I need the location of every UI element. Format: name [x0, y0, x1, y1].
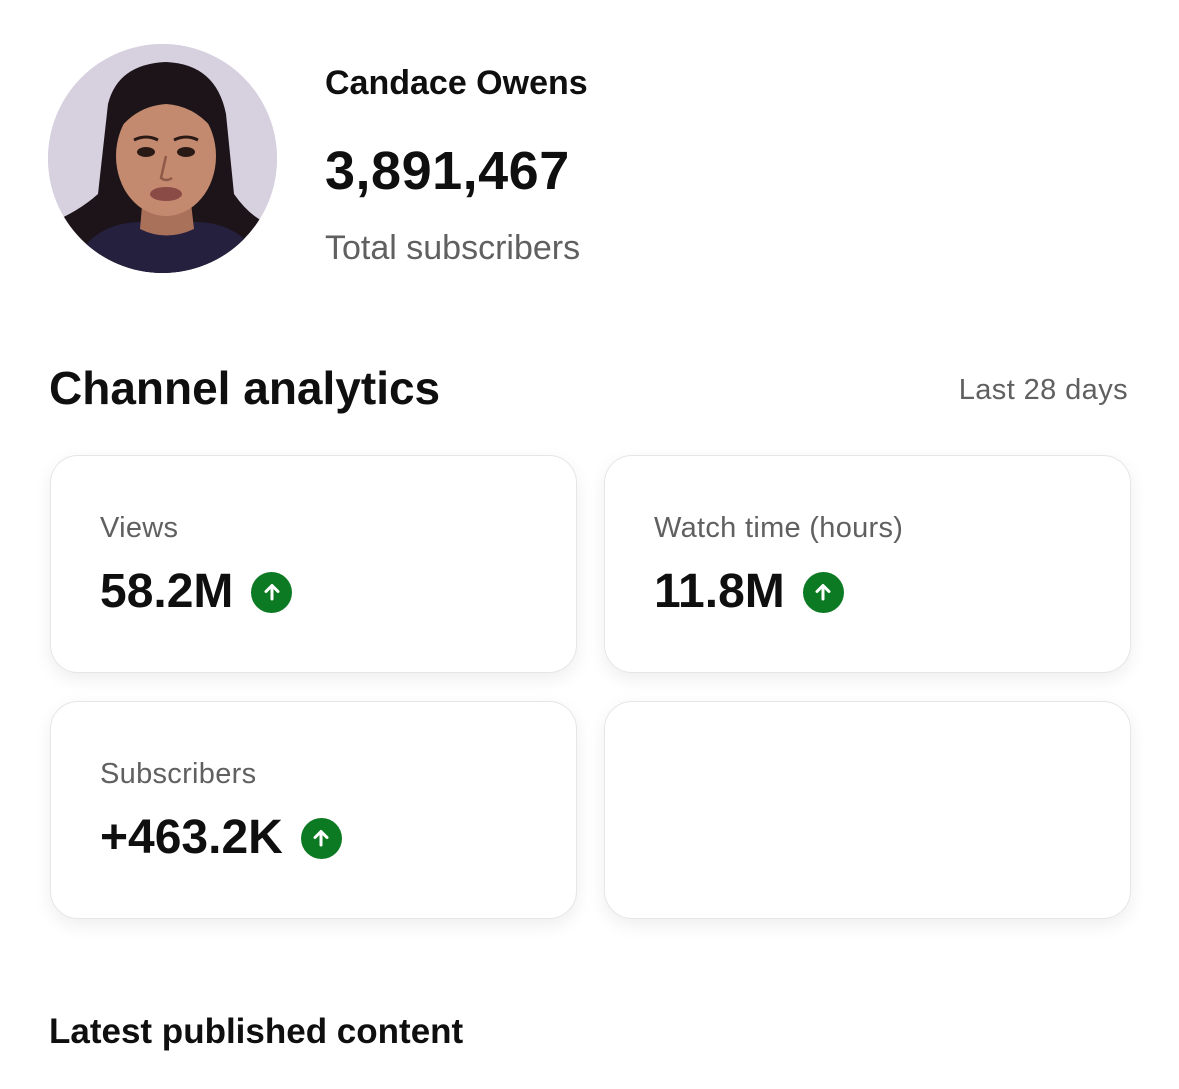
total-subscribers-label: Total subscribers — [325, 229, 581, 267]
card-value-row: +463.2K — [100, 814, 342, 862]
channel-avatar[interactable] — [48, 44, 277, 273]
watch-time-value: 11.8M — [654, 565, 785, 618]
card-label: Views — [100, 512, 179, 544]
trend-up-icon — [802, 571, 844, 613]
channel-analytics-title: Channel analytics — [49, 362, 441, 414]
trend-up-icon — [251, 571, 293, 613]
card-label: Subscribers — [100, 758, 257, 790]
card-value-row: 58.2M — [100, 565, 293, 618]
avatar-image — [48, 44, 277, 273]
watch-time-card[interactable]: Watch time (hours) 11.8M — [604, 455, 1131, 673]
card-label: Watch time (hours) — [654, 512, 904, 544]
channel-name: Candace Owens — [325, 64, 588, 102]
latest-content-title: Latest published content — [49, 1012, 464, 1051]
analytics-period[interactable]: Last 28 days — [958, 374, 1128, 406]
total-subscriber-count: 3,891,467 — [325, 141, 570, 201]
subscribers-value: +463.2K — [100, 811, 283, 864]
blank-metric-card[interactable] — [604, 701, 1131, 919]
subscribers-card[interactable]: Subscribers +463.2K — [50, 701, 577, 919]
views-card[interactable]: Views 58.2M — [50, 455, 577, 673]
views-value: 58.2M — [100, 565, 234, 618]
trend-up-icon — [300, 817, 342, 859]
card-value-row: 11.8M — [654, 568, 844, 616]
